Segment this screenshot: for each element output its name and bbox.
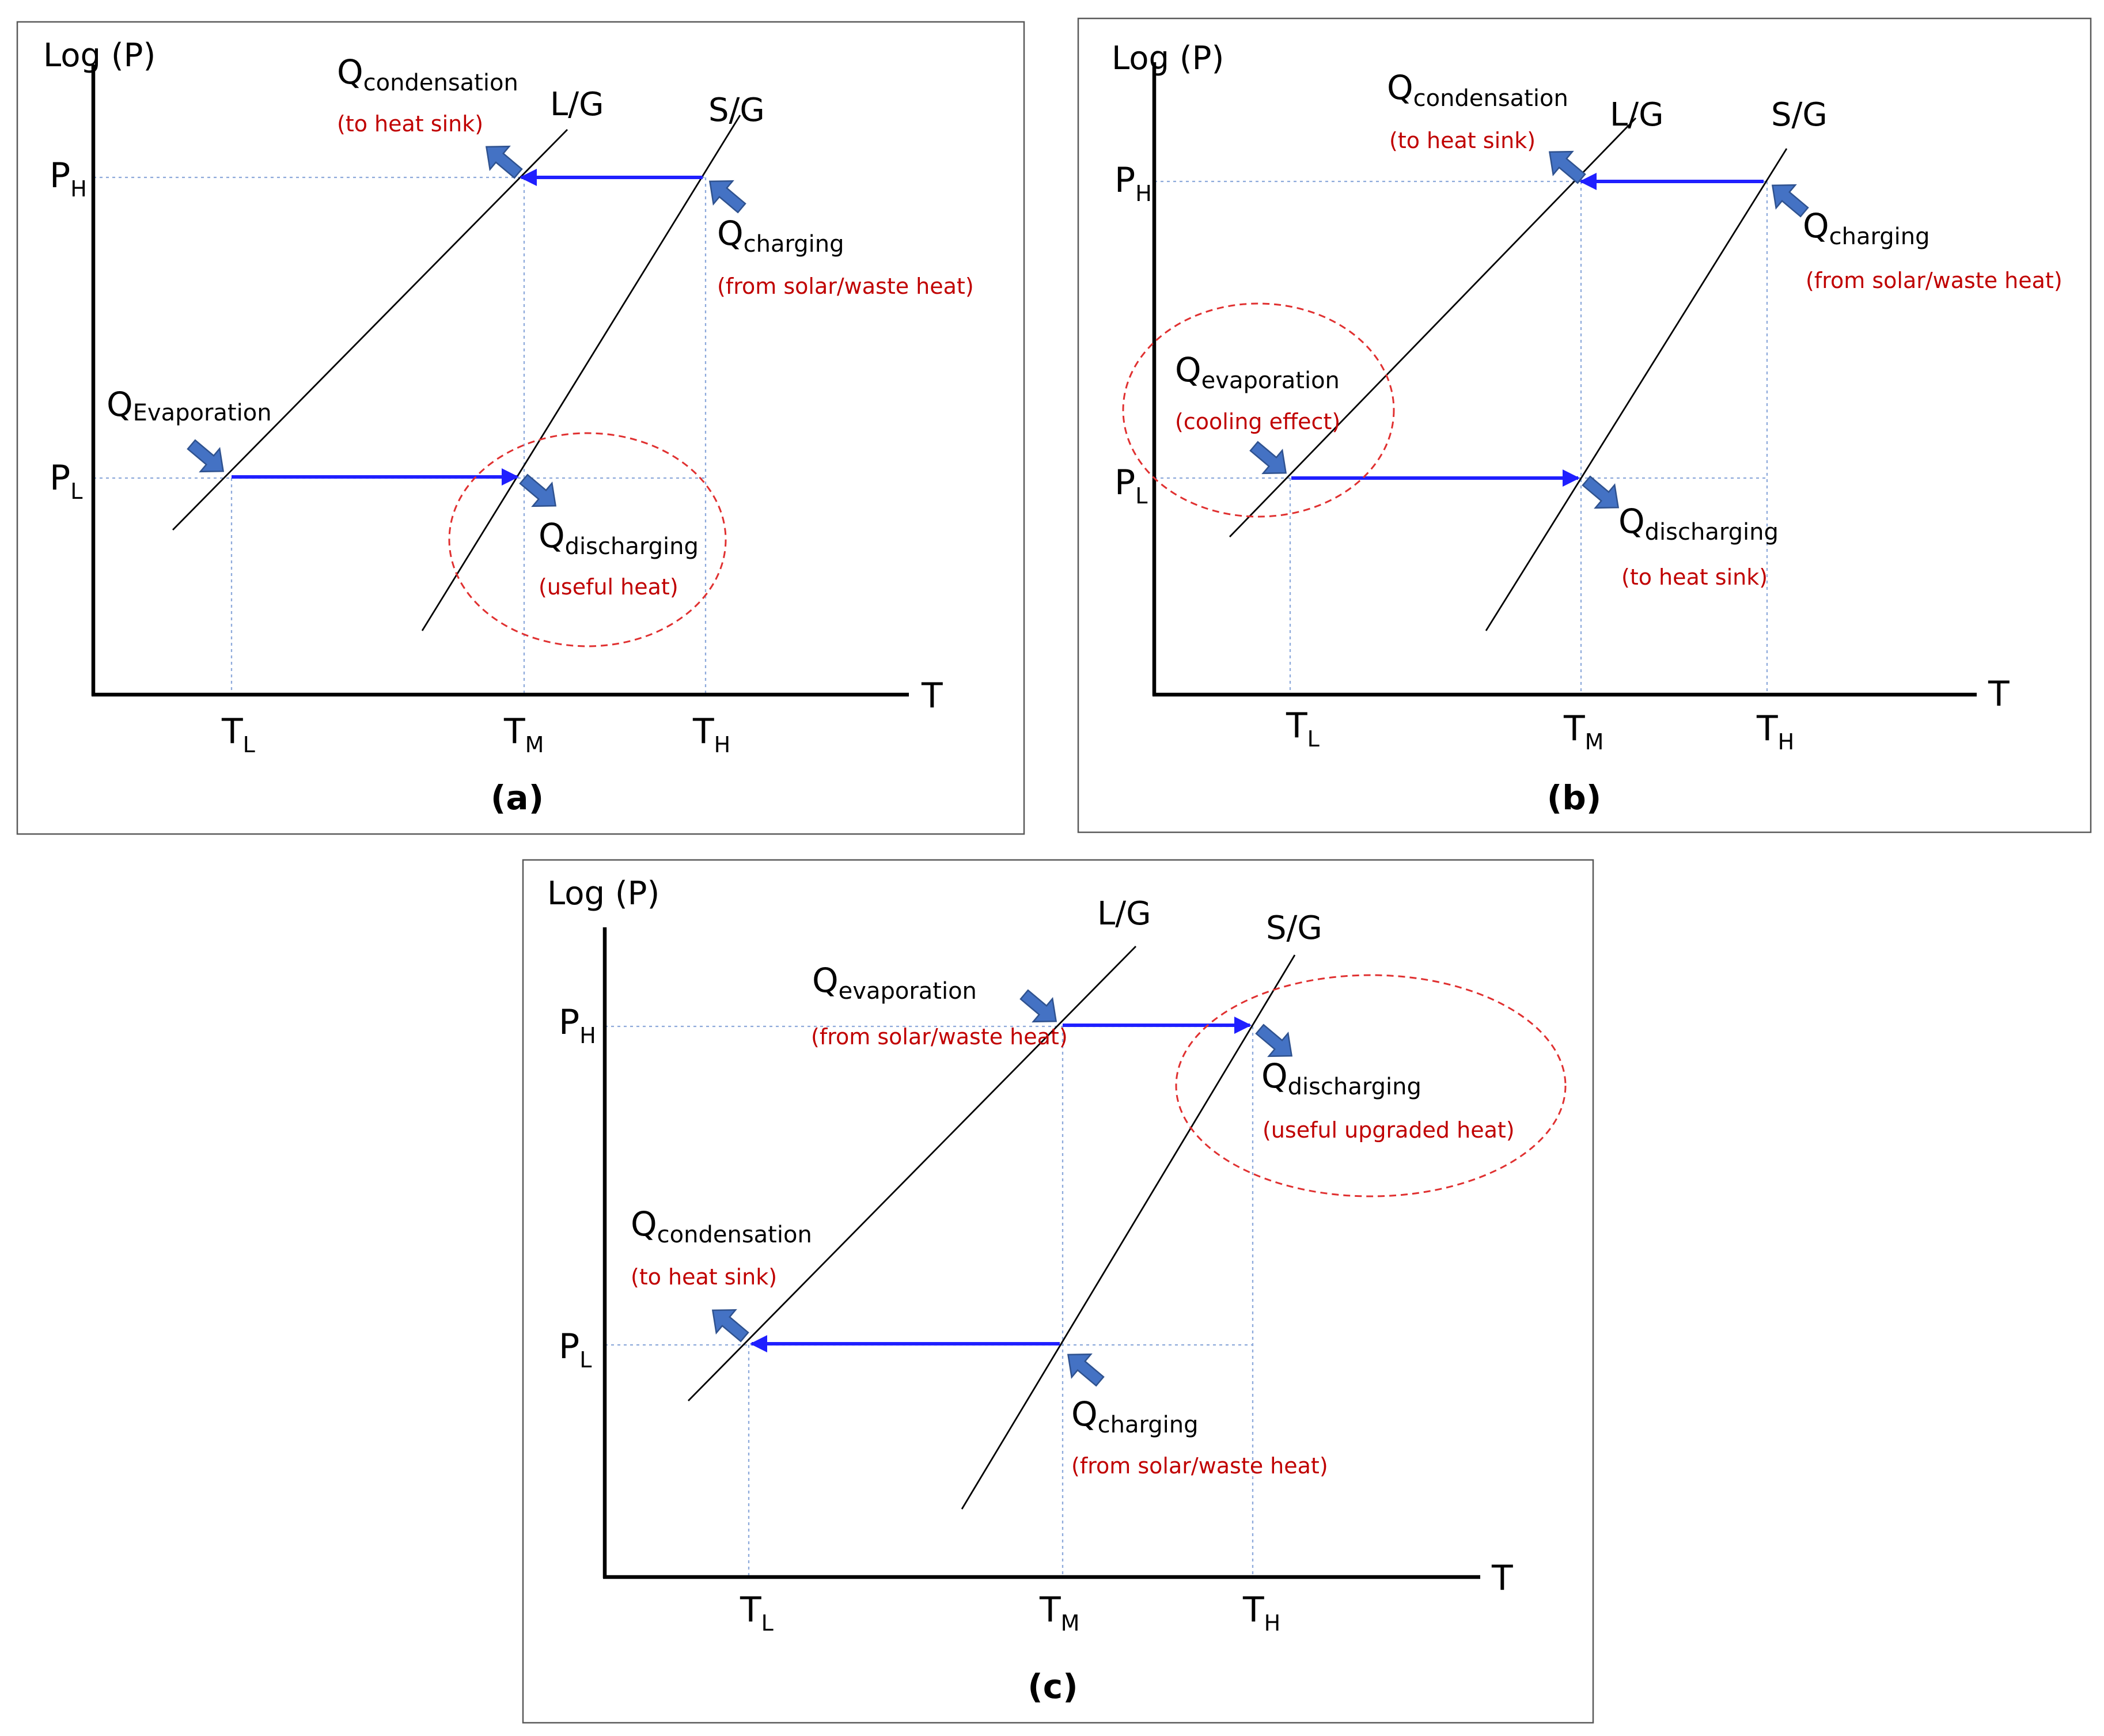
pl-label: PL bbox=[50, 458, 82, 504]
liquid-gas-line bbox=[1229, 117, 1637, 537]
panel-a-frame bbox=[16, 21, 1025, 835]
q-evaporation-label: Qevaporation bbox=[812, 961, 977, 1005]
q-charging-note: (from solar/waste heat) bbox=[717, 274, 974, 299]
q-discharging-label: Qdischarging bbox=[539, 516, 699, 560]
panel-c: Log (P) T PH PL TL TM TH L/G S/G Qevapor… bbox=[522, 859, 1594, 1724]
solid-gas-line bbox=[421, 115, 741, 631]
q-discharging-note: (useful heat) bbox=[539, 574, 678, 600]
tl-label: TL bbox=[740, 1590, 774, 1636]
q-discharging-note: (to heat sink) bbox=[1621, 564, 1768, 590]
ph-label: PH bbox=[1114, 160, 1152, 206]
liquid-gas-label: L/G bbox=[550, 86, 604, 123]
x-axis-label: T bbox=[1988, 674, 2010, 714]
liquid-gas-label: L/G bbox=[1097, 895, 1151, 933]
solid-gas-label: S/G bbox=[1771, 96, 1828, 134]
th-label: TH bbox=[1242, 1590, 1280, 1636]
solid-gas-label: S/G bbox=[1266, 909, 1322, 947]
ph-label: PH bbox=[50, 156, 87, 202]
panel-a: Log (P) T PH PL TL TM TH L/G S/G Qconden… bbox=[16, 21, 1025, 835]
useful-heat-highlight bbox=[448, 432, 727, 647]
solid-gas-label: S/G bbox=[708, 92, 765, 129]
q-evaporation-note: (from solar/waste heat) bbox=[811, 1024, 1068, 1049]
th-label: TH bbox=[1756, 708, 1794, 755]
solid-gas-line bbox=[961, 954, 1296, 1510]
q-charging-label: Qcharging bbox=[1803, 206, 1930, 250]
pl-label: PL bbox=[559, 1326, 592, 1373]
panel-c-frame bbox=[522, 859, 1594, 1724]
q-charging-note: (from solar/waste heat) bbox=[1806, 268, 2063, 293]
q-condensation-label: Qcondensation bbox=[1387, 68, 1568, 112]
q-condensation-label: Qcondensation bbox=[631, 1204, 812, 1248]
x-axis-label: T bbox=[921, 676, 943, 716]
cooling-effect-highlight bbox=[1122, 302, 1395, 518]
q-condensation-note: (to heat sink) bbox=[1389, 128, 1536, 153]
ph-label: PH bbox=[559, 1002, 596, 1048]
useful-upgraded-heat-highlight bbox=[1175, 974, 1567, 1197]
x-axis-label: T bbox=[1491, 1558, 1513, 1598]
panel-b-caption: (b) bbox=[1547, 778, 1602, 817]
y-axis-label: Log (P) bbox=[43, 37, 156, 74]
tm-label: TM bbox=[1039, 1590, 1079, 1636]
panel-b-frame bbox=[1077, 17, 2092, 833]
tm-label: TM bbox=[1563, 708, 1603, 755]
q-evaporation-note: (cooling effect) bbox=[1175, 409, 1340, 434]
tl-label: TL bbox=[1286, 706, 1320, 752]
solid-gas-line bbox=[1485, 148, 1788, 631]
th-label: TH bbox=[692, 711, 730, 757]
panel-c-caption: (c) bbox=[1028, 1667, 1078, 1706]
q-charging-note: (from solar/waste heat) bbox=[1071, 1453, 1328, 1479]
y-axis-label: Log (P) bbox=[547, 875, 659, 912]
liquid-gas-label: L/G bbox=[1610, 96, 1663, 134]
panel-a-caption: (a) bbox=[491, 778, 544, 817]
q-discharging-label: Qdischarging bbox=[1618, 502, 1779, 545]
q-charging-label: Qcharging bbox=[1071, 1394, 1199, 1438]
tl-label: TL bbox=[221, 711, 255, 757]
q-evaporation-label: QEvaporation bbox=[107, 385, 272, 426]
q-condensation-label: Qcondensation bbox=[337, 52, 518, 96]
q-condensation-note: (to heat sink) bbox=[631, 1264, 777, 1290]
q-condensation-note: (to heat sink) bbox=[337, 111, 483, 137]
q-discharging-label: Qdischarging bbox=[1261, 1056, 1421, 1100]
liquid-gas-line bbox=[172, 129, 568, 530]
q-evaporation-label: Qevaporation bbox=[1175, 350, 1340, 394]
y-axis-label: Log (P) bbox=[1112, 40, 1224, 77]
pl-label: PL bbox=[1114, 463, 1147, 509]
panel-b: Log (P) T PH PL TL TM TH L/G S/G Qconden… bbox=[1077, 17, 2092, 833]
liquid-gas-line bbox=[688, 946, 1136, 1401]
tm-label: TM bbox=[503, 711, 544, 757]
q-charging-label: Qcharging bbox=[717, 214, 844, 257]
q-discharging-note: (useful upgraded heat) bbox=[1263, 1117, 1515, 1143]
